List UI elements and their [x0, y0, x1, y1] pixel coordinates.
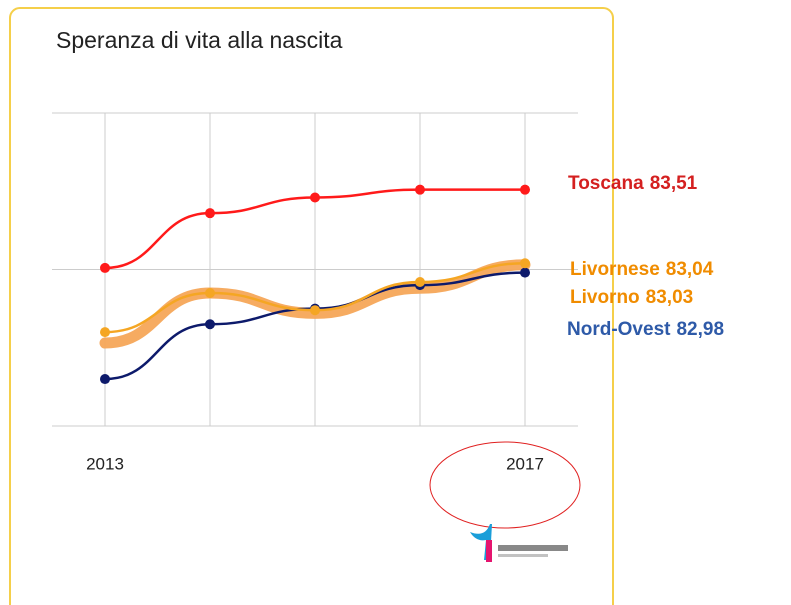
value-label: 82,98 — [676, 319, 724, 340]
highlight-ellipse — [429, 441, 581, 529]
chart-title: Speranza di vita alla nascita — [56, 27, 343, 53]
series-end-label: Livorno 83,03 — [570, 287, 693, 308]
point — [100, 262, 110, 273]
series-name: Toscana — [568, 173, 644, 194]
series-end-label: Nord-Ovest 82,98 — [567, 319, 724, 340]
value-label: 83,04 — [666, 259, 714, 280]
point — [205, 208, 215, 219]
logo — [470, 524, 568, 562]
point — [100, 327, 110, 338]
point — [310, 305, 320, 316]
value-label: 83,03 — [646, 287, 694, 308]
series-end-label: Livornese 83,04 — [570, 259, 714, 280]
logo-text — [498, 545, 568, 551]
point — [520, 258, 530, 269]
point — [205, 287, 215, 298]
series-name: Livornese — [570, 259, 660, 280]
value-label: 83,51 — [650, 173, 698, 194]
series-name: Livorno — [570, 287, 640, 308]
series-name: Nord-Ovest — [567, 319, 671, 340]
point — [100, 374, 110, 385]
x-tick-label: 2013 — [86, 454, 124, 473]
point — [205, 319, 215, 330]
point — [415, 277, 425, 288]
logo-mark — [486, 540, 492, 562]
point — [520, 184, 530, 195]
point — [310, 192, 320, 203]
x-tick-label: 2017 — [506, 454, 544, 473]
series-end-label: Toscana 83,51 — [568, 173, 698, 194]
point — [520, 267, 530, 278]
logo-text — [498, 554, 548, 557]
point — [415, 184, 425, 195]
